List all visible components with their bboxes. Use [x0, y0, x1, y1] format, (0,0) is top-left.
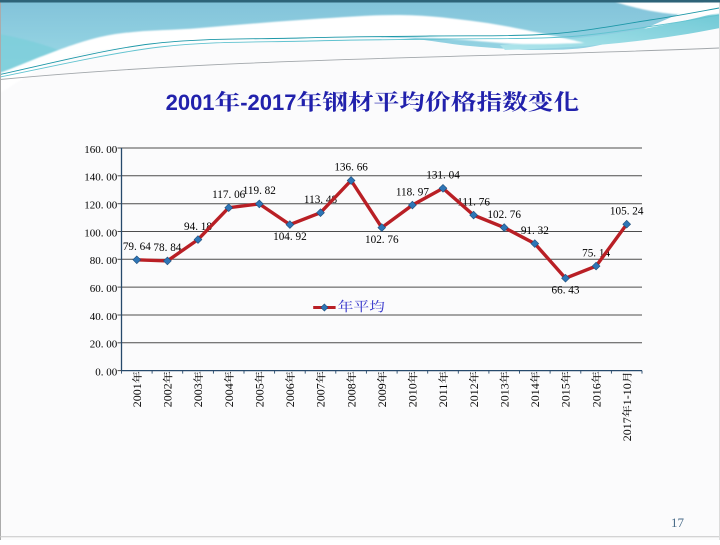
svg-text:2014: 2014 [528, 383, 542, 407]
svg-text:119. 82: 119. 82 [243, 185, 276, 197]
svg-text:100. 00: 100. 00 [84, 227, 118, 239]
svg-text:104. 92: 104. 92 [273, 231, 307, 243]
svg-text:2016: 2016 [589, 383, 603, 407]
svg-text:2002: 2002 [161, 383, 175, 407]
svg-text:2007: 2007 [314, 383, 328, 407]
svg-text:2001: 2001 [130, 383, 144, 407]
svg-text:2005: 2005 [253, 383, 267, 407]
svg-text:0. 00: 0. 00 [95, 366, 118, 378]
svg-text:140. 00: 140. 00 [84, 172, 118, 184]
svg-text:102. 76: 102. 76 [365, 234, 399, 246]
svg-text:2003: 2003 [191, 383, 205, 407]
svg-text:2001: 2001 [166, 90, 215, 115]
svg-text:40. 00: 40. 00 [90, 311, 118, 323]
svg-text:2008: 2008 [344, 383, 358, 407]
svg-text:2004: 2004 [222, 383, 236, 407]
svg-text:2006: 2006 [283, 383, 297, 407]
svg-text:-2017: -2017 [240, 90, 296, 115]
svg-text:136. 66: 136. 66 [334, 162, 368, 174]
svg-text:2009: 2009 [375, 383, 389, 407]
svg-text:1-10: 1-10 [620, 383, 634, 405]
svg-text:79. 64: 79. 64 [123, 241, 151, 253]
svg-text:2010: 2010 [406, 383, 420, 407]
svg-text:2011: 2011 [436, 384, 450, 408]
svg-text:2013: 2013 [497, 383, 511, 407]
svg-text:111. 76: 111. 76 [457, 196, 490, 208]
svg-text:120. 00: 120. 00 [84, 200, 118, 212]
svg-text:131. 04: 131. 04 [426, 170, 460, 182]
svg-text:2017: 2017 [620, 417, 634, 441]
svg-text:20. 00: 20. 00 [90, 339, 118, 351]
svg-text:2012: 2012 [467, 383, 481, 407]
svg-text:60. 00: 60. 00 [90, 283, 118, 295]
svg-text:102. 76: 102. 76 [487, 209, 521, 221]
svg-text:80. 00: 80. 00 [90, 255, 118, 267]
svg-text:118. 97: 118. 97 [396, 186, 430, 198]
svg-text:91. 32: 91. 32 [521, 225, 549, 237]
svg-text:105. 24: 105. 24 [610, 205, 644, 217]
svg-text:17: 17 [671, 515, 685, 530]
svg-text:2015: 2015 [559, 383, 573, 407]
svg-text:78. 84: 78. 84 [153, 242, 181, 254]
svg-text:160. 00: 160. 00 [84, 144, 118, 156]
svg-text:66. 43: 66. 43 [552, 284, 580, 296]
svg-text:117. 06: 117. 06 [212, 189, 246, 201]
